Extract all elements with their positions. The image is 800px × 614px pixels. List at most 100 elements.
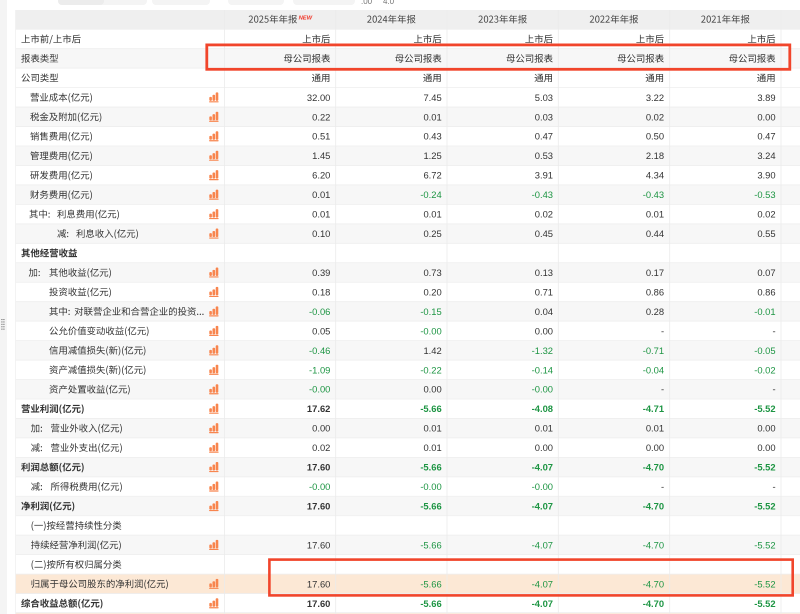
svg-text:-5.52: -5.52	[754, 500, 775, 511]
svg-text:0.02: 0.02	[535, 209, 553, 220]
svg-text:-0.06: -0.06	[309, 306, 330, 317]
svg-text:-0.46: -0.46	[309, 345, 330, 356]
svg-text:-0.02: -0.02	[754, 364, 775, 375]
svg-text:-5.66: -5.66	[420, 462, 441, 473]
svg-text:.00: .00	[361, 0, 373, 6]
svg-text:-: -	[661, 384, 664, 395]
svg-text:17.60: 17.60	[307, 578, 330, 589]
svg-text:0.01: 0.01	[423, 423, 441, 434]
svg-text:0.01: 0.01	[646, 423, 664, 434]
svg-text:-0.00: -0.00	[420, 481, 441, 492]
svg-text:-0.24: -0.24	[420, 189, 441, 200]
svg-text:0.47: 0.47	[757, 131, 775, 142]
svg-text:4.34: 4.34	[646, 170, 664, 181]
svg-text:-5.52: -5.52	[754, 578, 775, 589]
svg-text:-: -	[772, 325, 775, 336]
svg-text:-1.32: -1.32	[532, 345, 553, 356]
svg-text:0.10: 0.10	[312, 228, 330, 239]
svg-text:0.00: 0.00	[535, 325, 553, 336]
svg-text:0.01: 0.01	[646, 209, 664, 220]
svg-text:2.18: 2.18	[646, 150, 664, 161]
svg-text:-5.66: -5.66	[420, 578, 441, 589]
svg-text:17.60: 17.60	[307, 500, 330, 511]
svg-text:0.02: 0.02	[757, 209, 775, 220]
svg-text:-5.66: -5.66	[420, 403, 441, 414]
svg-text:0.25: 0.25	[423, 228, 441, 239]
svg-text:6.20: 6.20	[312, 170, 330, 181]
svg-text:-4.70: -4.70	[643, 539, 664, 550]
svg-text:0.20: 0.20	[423, 286, 441, 297]
svg-text:0.22: 0.22	[312, 111, 330, 122]
svg-text:-5.52: -5.52	[754, 403, 775, 414]
svg-text:0.45: 0.45	[535, 228, 553, 239]
svg-text:-4.71: -4.71	[643, 403, 664, 414]
svg-text:0.55: 0.55	[757, 228, 775, 239]
svg-text:-0.01: -0.01	[754, 306, 775, 317]
svg-text:-0.43: -0.43	[532, 189, 553, 200]
svg-text:-: -	[661, 481, 664, 492]
svg-text:-: -	[772, 481, 775, 492]
svg-text:-5.52: -5.52	[754, 462, 775, 473]
svg-text:0.71: 0.71	[535, 286, 553, 297]
svg-text:4.0: 4.0	[383, 0, 395, 6]
svg-text:-1.09: -1.09	[309, 364, 330, 375]
svg-text:0.01: 0.01	[423, 111, 441, 122]
svg-text:6.72: 6.72	[423, 170, 441, 181]
svg-text:0.00: 0.00	[646, 442, 664, 453]
svg-text:-0.53: -0.53	[754, 189, 775, 200]
svg-text:0.73: 0.73	[423, 267, 441, 278]
svg-text:-5.66: -5.66	[420, 539, 441, 550]
svg-text:1.45: 1.45	[312, 150, 330, 161]
svg-text:-0.00: -0.00	[532, 384, 553, 395]
svg-text:-0.00: -0.00	[309, 481, 330, 492]
svg-text:0.01: 0.01	[423, 209, 441, 220]
svg-text:0.47: 0.47	[535, 131, 553, 142]
svg-text:3.89: 3.89	[757, 92, 775, 103]
svg-text:-4.07: -4.07	[532, 598, 553, 609]
svg-text:0.00: 0.00	[757, 442, 775, 453]
svg-text:0.07: 0.07	[757, 267, 775, 278]
svg-text:-0.00: -0.00	[309, 384, 330, 395]
svg-text:0.43: 0.43	[423, 131, 441, 142]
svg-text:-0.05: -0.05	[754, 345, 775, 356]
svg-text:-4.07: -4.07	[532, 500, 553, 511]
svg-text:0.00: 0.00	[423, 384, 441, 395]
svg-text:17.60: 17.60	[307, 539, 330, 550]
svg-text:3.90: 3.90	[757, 170, 775, 181]
svg-text:-4.70: -4.70	[643, 500, 664, 511]
svg-text:0.00: 0.00	[535, 442, 553, 453]
svg-text:0.44: 0.44	[646, 228, 664, 239]
svg-text:1.42: 1.42	[423, 345, 441, 356]
svg-text:0.02: 0.02	[312, 442, 330, 453]
svg-text:17.62: 17.62	[307, 403, 330, 414]
svg-text:0.03: 0.03	[535, 111, 553, 122]
svg-text:0.01: 0.01	[423, 442, 441, 453]
svg-text:0.00: 0.00	[757, 423, 775, 434]
svg-text:7.45: 7.45	[423, 92, 441, 103]
svg-text:-5.66: -5.66	[420, 500, 441, 511]
svg-text:-4.70: -4.70	[643, 578, 664, 589]
svg-text:-4.08: -4.08	[532, 403, 553, 414]
svg-text:0.04: 0.04	[535, 306, 553, 317]
svg-text:-0.14: -0.14	[532, 364, 553, 375]
svg-text:-4.70: -4.70	[643, 598, 664, 609]
svg-text:0.39: 0.39	[312, 267, 330, 278]
svg-text:17.60: 17.60	[307, 462, 330, 473]
svg-text:0.51: 0.51	[312, 131, 330, 142]
svg-text:0.05: 0.05	[312, 325, 330, 336]
svg-text:0.01: 0.01	[312, 209, 330, 220]
svg-text:1.25: 1.25	[423, 150, 441, 161]
svg-text:0.00: 0.00	[757, 111, 775, 122]
svg-text:0.86: 0.86	[646, 286, 664, 297]
svg-text:-4.07: -4.07	[532, 539, 553, 550]
svg-text:0.53: 0.53	[535, 150, 553, 161]
svg-text:-0.15: -0.15	[420, 306, 441, 317]
svg-text:-0.04: -0.04	[643, 364, 664, 375]
svg-text:-5.52: -5.52	[754, 539, 775, 550]
svg-text:-4.70: -4.70	[643, 462, 664, 473]
svg-text:3.91: 3.91	[535, 170, 553, 181]
svg-text:0.28: 0.28	[646, 306, 664, 317]
svg-text:-: -	[772, 384, 775, 395]
svg-text:-5.52: -5.52	[754, 598, 775, 609]
svg-text:0.50: 0.50	[646, 131, 664, 142]
